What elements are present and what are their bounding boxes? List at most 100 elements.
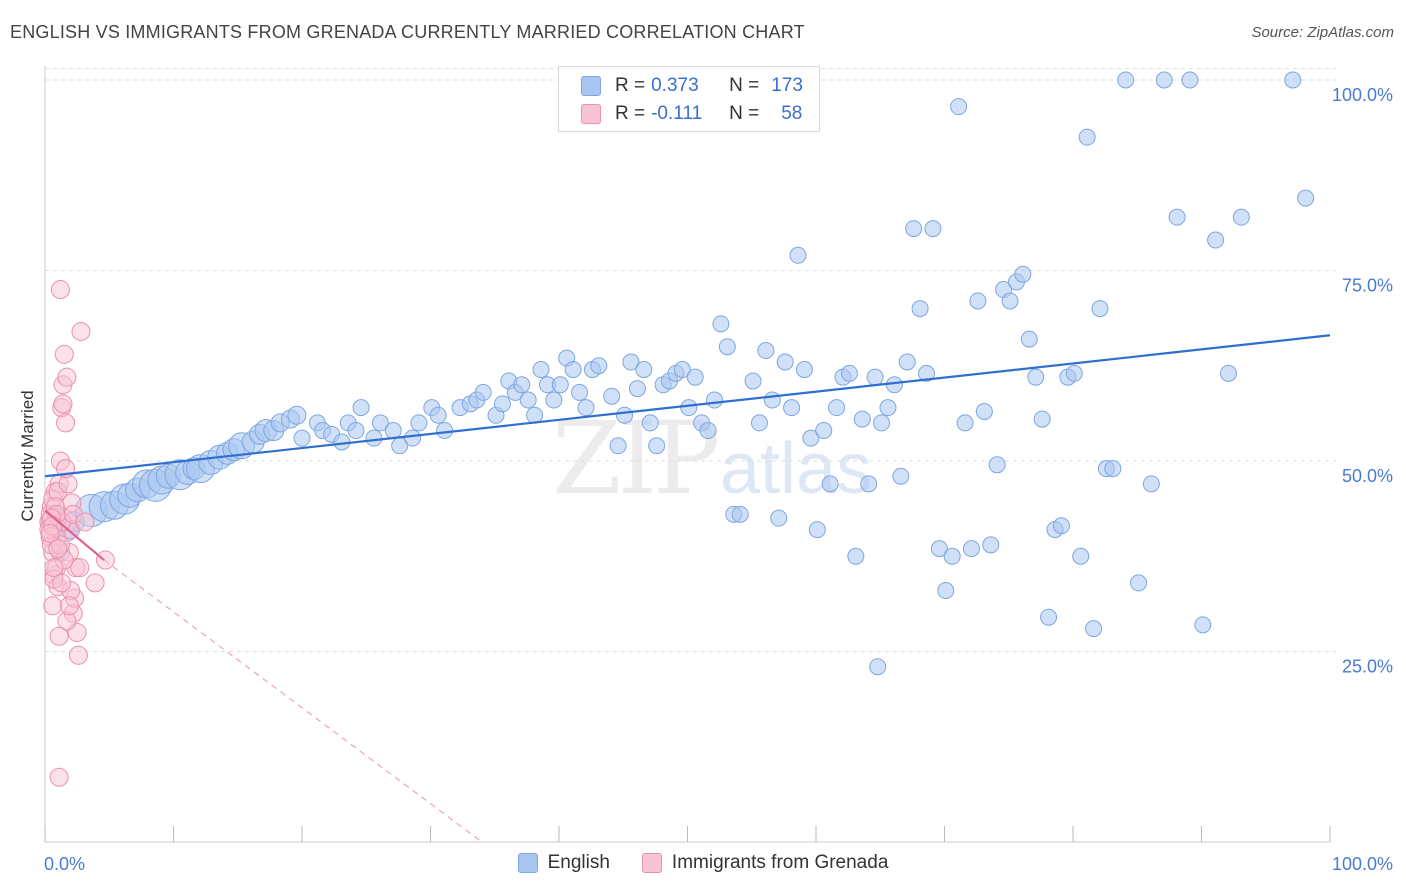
english-point [828,399,846,417]
english-point [616,406,634,424]
english-point [905,220,923,238]
english-point [532,361,550,379]
english-point [744,372,762,390]
grenada-point [59,596,79,616]
english-point [1130,574,1148,592]
english-point [1078,128,1096,146]
grenada-point [75,512,95,532]
grenada-point [57,367,77,387]
english-point [1033,410,1051,428]
english-point [474,383,492,401]
english-point [1207,231,1225,249]
english-point [750,414,768,432]
english-point [731,505,749,523]
english-point [847,547,865,565]
english-point [1232,208,1250,226]
y-tick-label: 50.0% [1342,466,1393,486]
data-points [39,71,1315,787]
english-point [950,98,968,116]
y-axis-label: Currently Married [18,390,37,521]
english-point [686,368,704,386]
english-point [1142,475,1160,493]
y-tick-label: 100.0% [1332,85,1393,105]
english-point [808,521,826,539]
grenada-point [49,626,69,646]
english-point [333,433,351,451]
chart-title: ENGLISH VS IMMIGRANTS FROM GRENADA CURRE… [10,22,805,42]
legend-swatch-english [581,76,601,96]
english-point [404,429,422,447]
english-point [969,292,987,310]
english-point [1020,330,1038,348]
english-point [603,387,621,405]
english-point [1072,547,1090,565]
english-point [551,376,569,394]
english-point [943,547,961,565]
series-label-english: English [547,852,610,873]
english-point [577,399,595,417]
trend-line-grenada [44,509,105,561]
legend-r-label: R = [615,75,646,96]
english-point [869,658,887,676]
grid-lines [45,68,1336,652]
english-point [571,383,589,401]
english-point [590,357,608,375]
grenada-point [40,523,60,543]
english-point [609,437,627,455]
english-point [352,399,370,417]
watermark-atlas: atlas [720,429,873,509]
x-tick-label: 100.0% [1332,854,1393,874]
legend-swatch-grenada [581,104,601,124]
series-swatch-english [517,853,538,873]
english-point [911,300,929,318]
english-point [1014,265,1032,283]
grenada-point [68,645,88,665]
english-point [1104,460,1122,478]
english-point [622,353,640,371]
grenada-point [43,596,63,616]
english-point [712,315,730,333]
english-point [410,414,428,432]
watermark-zip: ZIP [552,400,720,517]
english-point [1297,189,1315,207]
english-point [763,391,781,409]
english-point [287,405,307,425]
trend-extension-grenada [103,559,483,843]
english-point [680,399,698,417]
english-point [699,422,717,440]
english-point [860,475,878,493]
english-point [1027,368,1045,386]
english-point [1117,71,1135,89]
grenada-point [54,344,74,364]
series-legend-english: English [517,852,610,874]
english-point [628,380,646,398]
grenada-point [85,573,105,593]
grenada-point [52,573,72,593]
english-point [1181,71,1199,89]
legend-r-value: -0.111 [651,103,703,124]
english-point [879,399,897,417]
english-point [802,429,820,447]
english-point [776,353,794,371]
grenada-point [70,558,90,578]
axes [44,66,1331,843]
series-label-grenada: Immigrants from Grenada [671,852,889,873]
english-point [866,368,884,386]
grenada-point [56,413,76,433]
english-point [930,540,948,558]
grenada-point [48,539,68,559]
legend-n-value: 58 [781,103,803,124]
axis-labels: 25.0% 50.0% 75.0% 100.0% 0.0% 100.0% Currently… [18,85,1393,874]
english-point [519,391,537,409]
y-tick-label: 75.0% [1342,276,1393,296]
english-point [429,406,447,424]
english-point [988,456,1006,474]
english-point [795,361,813,379]
legend-row-english: R = 0.373 N = 173 [581,73,803,99]
correlation-legend: R = 0.373 N = 173 R = -0.111 N = 58 [558,66,820,132]
english-point [1284,71,1302,89]
english-point [821,475,839,493]
english-point [956,414,974,432]
english-point [365,429,383,447]
english-point [962,540,980,558]
